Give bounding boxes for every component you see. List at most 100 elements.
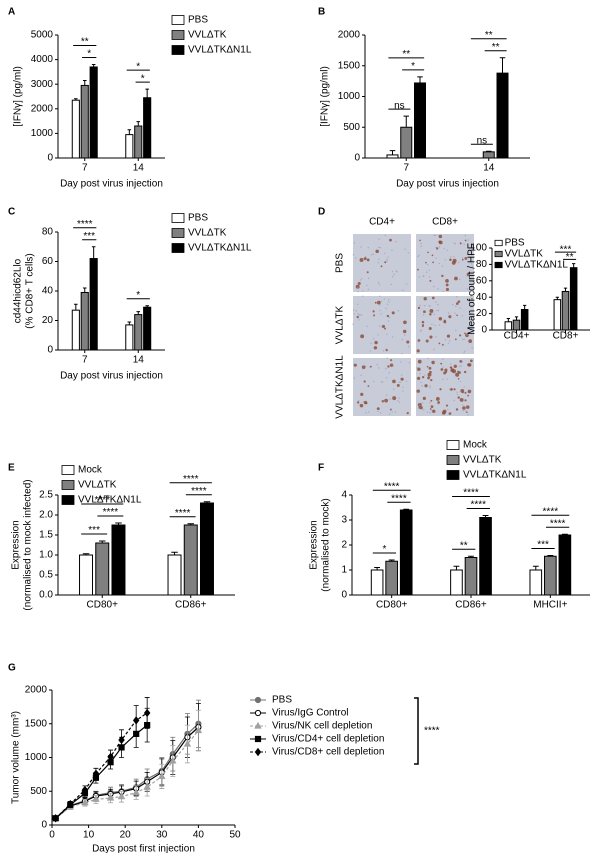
- legend-label: VVLΔTKΔN1L: [188, 45, 252, 56]
- nucleus: [453, 399, 456, 402]
- stained-cell: [419, 406, 423, 410]
- bar: [464, 557, 478, 596]
- legend-swatch: [61, 480, 75, 490]
- stained-cell: [440, 362, 443, 365]
- significance-label: ns: [477, 135, 488, 146]
- legend-marker: [254, 721, 262, 729]
- bar: [183, 524, 198, 596]
- legend-label: VVLΔTKΔN1L: [78, 495, 142, 506]
- nucleus: [380, 313, 382, 315]
- nucleus: [454, 312, 456, 314]
- nucleus: [388, 301, 390, 303]
- stained-cell: [469, 359, 473, 363]
- bar: [71, 99, 80, 159]
- x-axis-label: Days post first injection: [92, 844, 195, 853]
- significance-label: **: [566, 252, 574, 263]
- bar: [370, 569, 384, 596]
- legend-swatch: [494, 239, 503, 247]
- significance-label: ***: [88, 525, 100, 536]
- stained-cell: [355, 284, 360, 289]
- legend-swatch: [446, 440, 460, 450]
- nucleus: [446, 249, 448, 251]
- stained-cell: [426, 365, 429, 368]
- x-tick-label: 10: [83, 830, 95, 841]
- stained-cell: [445, 279, 449, 283]
- stained-cell: [427, 376, 431, 380]
- bar: [111, 524, 126, 596]
- bar: [89, 66, 98, 159]
- nucleus: [419, 373, 421, 375]
- nucleus: [386, 357, 388, 359]
- stained-cell: [422, 396, 426, 400]
- nucleus: [449, 340, 451, 342]
- nucleus: [434, 234, 436, 237]
- nucleus: [421, 385, 423, 387]
- x-tick-label: 40: [193, 830, 205, 841]
- nucleus: [422, 314, 425, 316]
- x-tick-label: CD8+: [553, 331, 579, 342]
- stained-cell: [384, 261, 387, 264]
- point: [169, 756, 177, 764]
- stained-cell: [430, 378, 433, 382]
- nucleus: [426, 263, 429, 266]
- nucleus: [435, 301, 437, 303]
- stained-cell: [363, 257, 367, 261]
- stained-cell: [417, 268, 419, 271]
- nucleus: [379, 411, 381, 414]
- nucleus: [464, 234, 467, 237]
- nucleus: [402, 390, 404, 392]
- y-tick-label: 1.5: [39, 530, 53, 541]
- significance-label: **: [81, 37, 89, 48]
- x-tick-label: 7: [82, 355, 88, 366]
- significance-label: *: [141, 73, 145, 84]
- nucleus: [397, 310, 400, 312]
- nucleus: [377, 334, 379, 336]
- point: [194, 726, 203, 734]
- stained-cell: [444, 368, 448, 372]
- error-bar: [145, 305, 149, 308]
- y-tick-label: 0: [47, 345, 53, 356]
- y-tick-label: 500: [30, 786, 47, 797]
- legend-label: VVLΔTKΔN1L: [188, 243, 252, 254]
- stained-cell: [459, 398, 464, 402]
- legend-swatch: [171, 15, 185, 25]
- bar: [529, 569, 543, 596]
- nucleus: [359, 279, 361, 281]
- stained-cell: [455, 372, 460, 377]
- point: [143, 783, 151, 790]
- significance-label: *: [136, 290, 140, 301]
- nucleus: [464, 410, 467, 412]
- nucleus: [447, 312, 450, 314]
- micrograph-row-label: PBS: [335, 253, 346, 273]
- stained-cell: [457, 377, 460, 380]
- nucleus: [360, 246, 362, 248]
- nucleus: [429, 385, 431, 387]
- nucleus: [420, 242, 422, 245]
- nucleus: [368, 411, 370, 413]
- nucleus: [466, 333, 468, 336]
- legend-swatch: [171, 228, 185, 238]
- nucleus: [361, 295, 364, 297]
- stained-cell: [424, 384, 428, 388]
- legend-marker: [254, 709, 262, 717]
- stained-cell: [459, 242, 462, 245]
- nucleus: [367, 247, 370, 249]
- micrograph: [416, 234, 474, 292]
- significance-label: ****: [94, 495, 110, 506]
- nucleus: [461, 361, 464, 363]
- y-tick-label: 80: [476, 259, 488, 270]
- stained-cell: [464, 391, 467, 394]
- y-tick-label: 20: [42, 315, 54, 326]
- y-tick-label: 1000: [31, 128, 54, 139]
- nucleus: [435, 246, 437, 249]
- nucleus: [380, 381, 383, 383]
- significance-label: ****: [175, 508, 191, 519]
- bar: [399, 509, 413, 596]
- nucleus: [428, 276, 431, 278]
- stained-cell: [455, 302, 459, 305]
- stained-cell: [468, 363, 472, 367]
- bar: [80, 291, 89, 351]
- bar: [89, 258, 98, 351]
- bar: [386, 154, 399, 159]
